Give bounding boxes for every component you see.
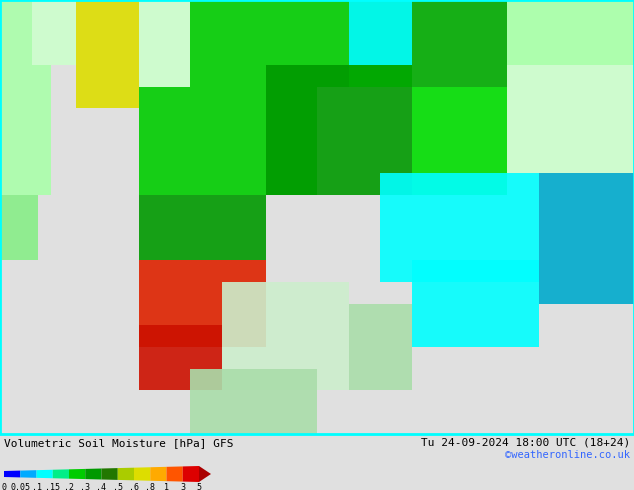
Polygon shape: [349, 304, 412, 390]
Polygon shape: [139, 87, 317, 195]
Polygon shape: [32, 0, 76, 65]
Text: .15: .15: [45, 483, 60, 490]
Polygon shape: [139, 260, 266, 347]
Text: ©weatheronline.co.uk: ©weatheronline.co.uk: [505, 450, 630, 460]
Text: 0.05: 0.05: [10, 483, 30, 490]
Polygon shape: [167, 466, 183, 482]
Text: .5: .5: [113, 483, 123, 490]
Polygon shape: [150, 467, 167, 481]
Polygon shape: [349, 0, 412, 65]
Text: .1: .1: [32, 483, 41, 490]
Polygon shape: [507, 0, 634, 173]
Text: 3: 3: [180, 483, 185, 490]
Polygon shape: [76, 0, 139, 108]
Text: .3: .3: [81, 483, 90, 490]
Text: 0: 0: [1, 483, 6, 490]
Polygon shape: [101, 468, 118, 480]
Polygon shape: [190, 0, 349, 87]
Polygon shape: [69, 469, 85, 479]
Text: Tu 24-09-2024 18:00 UTC (18+24): Tu 24-09-2024 18:00 UTC (18+24): [421, 438, 630, 448]
Polygon shape: [118, 467, 134, 480]
Polygon shape: [412, 87, 507, 195]
Text: .8: .8: [145, 483, 155, 490]
Polygon shape: [37, 470, 53, 478]
Polygon shape: [0, 0, 32, 65]
Polygon shape: [507, 0, 634, 65]
Polygon shape: [183, 466, 199, 482]
Polygon shape: [4, 470, 20, 477]
Polygon shape: [139, 0, 190, 87]
Polygon shape: [266, 65, 412, 195]
Polygon shape: [0, 65, 51, 195]
Polygon shape: [139, 325, 222, 390]
Text: .2: .2: [64, 483, 74, 490]
Polygon shape: [199, 466, 211, 482]
Polygon shape: [222, 282, 349, 390]
Polygon shape: [190, 368, 317, 434]
Polygon shape: [134, 467, 150, 481]
Polygon shape: [539, 173, 634, 304]
Polygon shape: [53, 469, 69, 479]
Text: Volumetric Soil Moisture [hPa] GFS: Volumetric Soil Moisture [hPa] GFS: [4, 438, 233, 448]
Polygon shape: [85, 468, 101, 480]
Polygon shape: [0, 195, 38, 260]
Polygon shape: [349, 0, 507, 87]
Text: 1: 1: [164, 483, 169, 490]
Polygon shape: [380, 173, 539, 282]
Polygon shape: [139, 195, 266, 260]
Polygon shape: [20, 470, 37, 478]
Text: 5: 5: [197, 483, 202, 490]
Text: .6: .6: [129, 483, 139, 490]
Polygon shape: [412, 260, 539, 347]
Text: .4: .4: [96, 483, 107, 490]
